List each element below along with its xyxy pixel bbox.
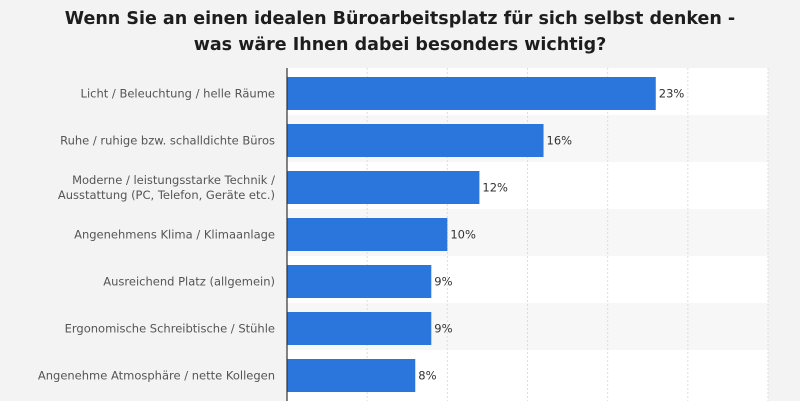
chart-title-line-2: was wäre Ihnen dabei besonders wichtig? — [193, 35, 607, 55]
data-label: 9% — [434, 322, 452, 336]
data-label: 23% — [659, 87, 685, 101]
chart-title-line-1: Wenn Sie an einen idealen Büroarbeitspla… — [64, 9, 736, 29]
category-label: Angenehmens Klima / Klimaanlage — [74, 228, 275, 242]
category-label: Ruhe / ruhige bzw. schalldichte Büros — [60, 134, 275, 148]
category-label: Ergonomische Schreibtische / Stühle — [65, 322, 275, 336]
category-label: Ausreichend Platz (allgemein) — [103, 275, 275, 289]
category-label: Licht / Beleuchtung / helle Räume — [81, 87, 275, 101]
chart-title: Wenn Sie an einen idealen Büroarbeitspla… — [0, 6, 800, 58]
bar — [287, 218, 448, 251]
bar — [287, 124, 544, 157]
bar — [287, 265, 432, 298]
bar — [287, 359, 416, 392]
category-label: Ausstattung (PC, Telefon, Geräte etc.) — [58, 188, 275, 202]
bar — [287, 77, 656, 110]
data-label: 16% — [547, 134, 573, 148]
bar — [287, 312, 432, 345]
category-label: Moderne / leistungsstarke Technik / — [72, 173, 275, 187]
bar — [287, 171, 480, 204]
data-label: 9% — [434, 275, 452, 289]
data-label: 12% — [482, 181, 508, 195]
data-label: 8% — [418, 369, 436, 383]
data-label: 10% — [450, 228, 476, 242]
category-label: Angenehme Atmosphäre / nette Kollegen — [38, 369, 275, 383]
